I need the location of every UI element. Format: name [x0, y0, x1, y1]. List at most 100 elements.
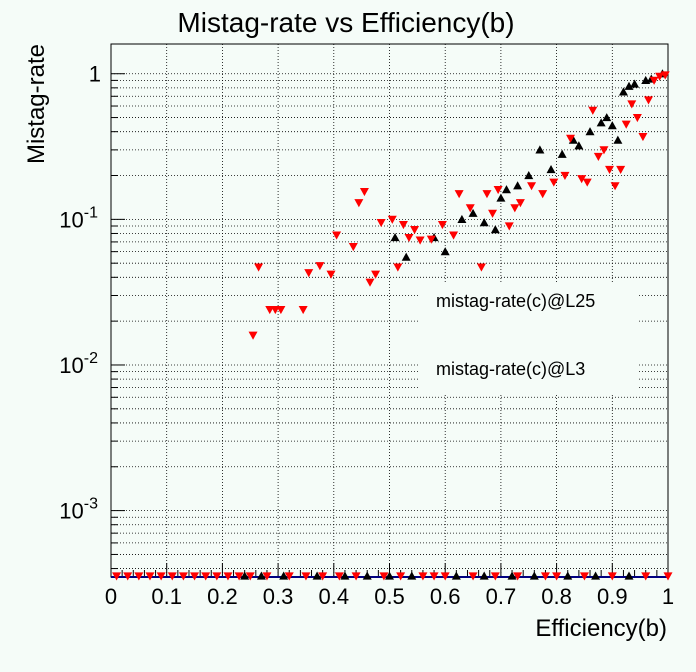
l3-point — [315, 262, 325, 271]
l3-point — [298, 306, 308, 315]
legend-label: mistag-rate(c)@L25 — [436, 291, 595, 311]
l3-point — [276, 306, 286, 315]
l25-point — [490, 225, 500, 234]
l3-point-baseline — [318, 572, 328, 581]
l3-point-baseline — [262, 572, 272, 581]
l3-point — [437, 221, 447, 230]
l3-point-baseline — [641, 572, 651, 581]
l25-point — [574, 141, 584, 150]
l25-point — [401, 252, 411, 261]
l25-point — [602, 113, 612, 122]
l3-point — [354, 199, 364, 208]
l3-point — [371, 270, 381, 279]
axis-ticks — [110, 73, 669, 577]
l3-point-baseline — [513, 572, 523, 581]
l3-point-baseline — [418, 572, 428, 581]
l25-point-baseline — [340, 571, 350, 580]
x-tick-label: 0.4 — [319, 584, 350, 609]
l25-point — [585, 127, 595, 136]
chart-title: Mistag-rate vs Efficiency(b) — [177, 7, 514, 38]
y-tick-label: 10-1 — [59, 204, 98, 232]
l3-point — [577, 175, 587, 184]
y-tick-label: 10-2 — [59, 350, 98, 378]
l25-point — [535, 145, 545, 154]
x-tick-label: 1 — [662, 584, 674, 609]
l25-point — [624, 81, 634, 90]
l3-point-baseline — [379, 572, 389, 581]
legend-label: mistag-rate(c)@L3 — [436, 359, 585, 379]
l3-point — [387, 215, 397, 224]
l3-point-baseline — [178, 572, 188, 581]
l3-point-baseline — [607, 572, 617, 581]
l25-point — [557, 149, 567, 158]
x-tick-labels: 0 0.1 0.2 0.3 0.4 0.5 0.6 0.7 0.8 0.9 1 — [105, 584, 674, 609]
l3-point-baseline — [552, 572, 562, 581]
x-tick-label: 0.1 — [151, 584, 182, 609]
l25-point — [596, 118, 606, 127]
l25-point — [513, 181, 523, 190]
l25-point — [607, 121, 617, 130]
y-tick-label: 10-3 — [59, 496, 98, 524]
l3-point — [454, 190, 464, 199]
l3-point — [621, 120, 631, 129]
x-tick-label: 0.2 — [207, 584, 238, 609]
l25-point-baseline — [385, 571, 394, 580]
l25-point-baseline — [451, 571, 461, 580]
l25-point-baseline — [479, 571, 489, 580]
l25-point — [613, 135, 623, 144]
l3-point-baseline — [301, 572, 311, 581]
l3-point-baseline — [145, 572, 155, 581]
x-axis-label: Efficiency(b) — [535, 615, 667, 642]
l3-point — [538, 190, 548, 199]
x-tick-label: 0.8 — [541, 584, 572, 609]
l3-point-baseline — [334, 572, 344, 581]
l3-point-baseline — [223, 572, 233, 581]
l3-point — [488, 209, 498, 218]
l25-point-baseline — [240, 571, 250, 580]
data-markers — [112, 69, 673, 581]
x-tick-label: 0.7 — [486, 584, 517, 609]
l3-point-baseline — [440, 572, 450, 581]
l3-point — [393, 263, 403, 272]
l3-point — [332, 231, 342, 240]
l3-point — [359, 188, 369, 197]
l25-point-baseline — [529, 571, 539, 580]
l3-point — [410, 226, 420, 235]
l25-point-baseline — [312, 571, 322, 580]
l3-point — [504, 222, 514, 231]
l3-point-baseline — [579, 572, 589, 581]
l3-point-baseline — [351, 572, 361, 581]
l25-point — [468, 208, 478, 217]
l3-point — [376, 218, 386, 228]
l3-point — [638, 133, 648, 142]
x-tick-label: 0 — [105, 584, 117, 609]
l3-point — [348, 242, 358, 252]
l3-point-baseline — [112, 572, 122, 581]
l3-point — [304, 269, 314, 278]
y-tick-labels: 10-3 10-2 10-1 1 — [59, 62, 101, 524]
l3-point — [582, 178, 592, 187]
l3-point-baseline — [468, 572, 478, 581]
l3-point-baseline — [134, 572, 144, 581]
l3-point — [549, 178, 559, 187]
l3-point-baseline — [190, 572, 200, 581]
legend-box — [418, 283, 638, 393]
l25-point — [457, 214, 467, 223]
l3-point — [404, 233, 414, 243]
l3-point — [415, 236, 425, 245]
x-tick-label: 0.9 — [597, 584, 628, 609]
l3-point-baseline — [234, 572, 244, 581]
y-tick-label: 1 — [89, 62, 101, 87]
l25-point — [546, 164, 556, 174]
l25-point-baseline — [279, 571, 289, 580]
l3-point — [493, 186, 503, 195]
l3-point — [649, 76, 659, 85]
l3-point-baseline — [490, 572, 500, 581]
l25-point-baseline — [256, 571, 266, 580]
l3-point — [566, 134, 576, 143]
l3-point — [482, 190, 492, 199]
l3-point — [426, 235, 436, 244]
l3-point — [560, 171, 570, 181]
l3-point-baseline — [156, 572, 166, 581]
l25-point — [440, 247, 450, 256]
